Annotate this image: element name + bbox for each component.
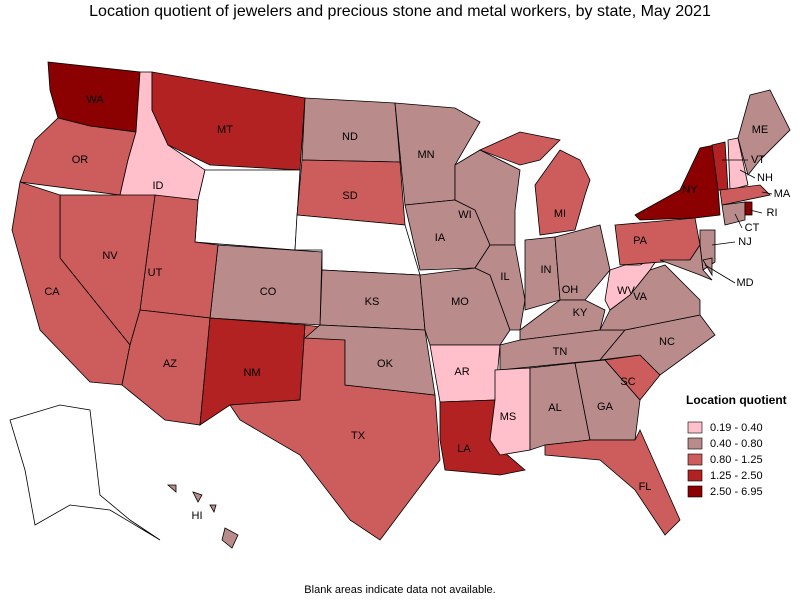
state-label: AZ — [163, 358, 177, 370]
state-label: VT — [751, 154, 765, 166]
leader-line — [734, 213, 743, 229]
state-label: ME — [752, 124, 769, 136]
state-label: MS — [500, 411, 517, 423]
state — [604, 253, 662, 311]
state-label: AR — [454, 366, 469, 378]
state-label: LA — [457, 443, 471, 455]
state — [744, 201, 753, 216]
state — [721, 201, 746, 226]
state — [727, 137, 749, 191]
legend-swatch — [687, 437, 703, 450]
legend-title: Location quotient — [686, 393, 787, 407]
leader-line — [761, 191, 773, 195]
state-label: MO — [451, 296, 469, 308]
state — [166, 484, 239, 549]
state-label: WI — [458, 209, 471, 221]
state-label: OH — [562, 284, 579, 296]
state — [474, 244, 526, 331]
state — [614, 217, 701, 266]
state — [719, 184, 771, 206]
state-label: NC — [659, 336, 675, 348]
state-label: MA — [774, 188, 791, 200]
legend: 0.19 - 0.40 0.40 - 0.80 0.80 - 1.25 1.25 - … — [687, 421, 763, 498]
legend-swatch — [687, 453, 703, 466]
state-label: MN — [417, 149, 434, 161]
state-label: TX — [351, 430, 366, 442]
state-label: MI — [554, 208, 566, 220]
state-label: HI — [192, 510, 203, 522]
state-label: TN — [553, 346, 568, 358]
labels: WA OR ID MT ND SD KS CO UT NV CA AZ NM TX OK MN IA MO AR LA… — [44, 94, 791, 522]
state-label: SD — [342, 190, 357, 202]
state-label: RI — [767, 207, 778, 219]
state-label: KS — [365, 296, 380, 308]
state-label: MT — [217, 124, 233, 136]
leader-line — [704, 264, 736, 284]
state-label: GA — [597, 401, 614, 413]
state — [478, 131, 591, 236]
state-label: CT — [745, 222, 760, 234]
legend-label: 0.19 - 0.40 — [710, 422, 763, 434]
state-label: CO — [260, 286, 277, 298]
state-label: NH — [757, 172, 773, 184]
state-label: OR — [72, 154, 89, 166]
state-label: WV — [617, 285, 635, 297]
state — [544, 429, 681, 536]
state-label: KY — [573, 307, 588, 319]
state-label: NY — [682, 184, 698, 196]
state — [194, 169, 301, 251]
legend-label: 0.80 - 1.25 — [710, 454, 763, 466]
legend-swatch — [687, 485, 703, 498]
state-label: IL — [500, 271, 509, 283]
states — [9, 61, 791, 549]
leader-line — [739, 169, 756, 179]
state — [634, 144, 721, 221]
state — [9, 404, 161, 541]
legend-label: 1.25 - 2.50 — [710, 470, 763, 482]
state-label: NJ — [738, 236, 751, 248]
state — [574, 359, 641, 441]
state-label: UT — [148, 267, 163, 279]
state-label: PA — [633, 235, 648, 247]
state-label: IN — [541, 264, 552, 276]
note: Blank areas indicate data not available. — [304, 584, 495, 596]
legend-swatch — [687, 421, 703, 434]
state-label: SC — [620, 376, 635, 388]
legend-label: 2.50 - 6.95 — [710, 486, 763, 498]
title: Location quotient of jewelers and precio… — [89, 3, 711, 20]
state — [659, 243, 713, 281]
state-label: NM — [243, 367, 260, 379]
leader-line — [749, 209, 763, 214]
state-label: WA — [86, 94, 104, 106]
state-label: IA — [435, 232, 446, 244]
legend-label: 0.40 - 0.80 — [710, 438, 763, 450]
state-label: VA — [633, 291, 648, 303]
state-label: ND — [342, 131, 358, 143]
state-label: FL — [639, 481, 652, 493]
state-label: MD — [736, 277, 753, 289]
state — [554, 224, 611, 301]
state-label: NV — [102, 250, 118, 262]
state — [737, 89, 791, 176]
state-label: AL — [548, 402, 561, 414]
legend-swatch — [687, 469, 703, 482]
leader-line — [711, 241, 736, 246]
state-label: CA — [44, 286, 60, 298]
state-label: OK — [377, 358, 394, 370]
state-label: ID — [153, 180, 164, 192]
